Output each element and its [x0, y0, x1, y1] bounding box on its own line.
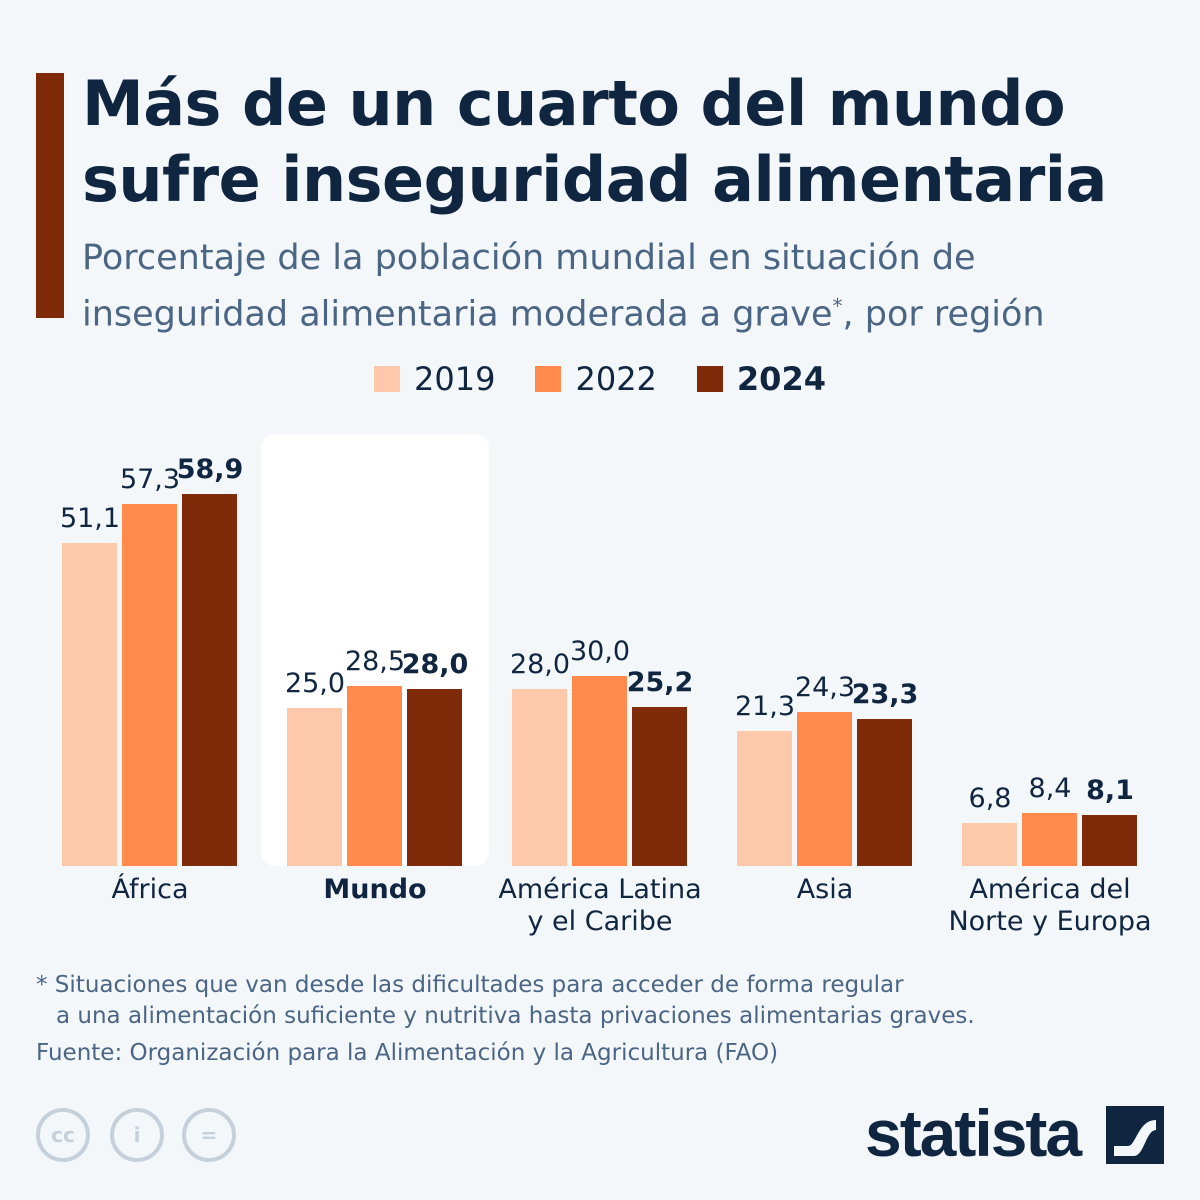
bar: [572, 676, 627, 866]
data-label: 24,3: [794, 672, 856, 704]
footnote-line: * Situaciones que van desde las dificult…: [36, 972, 904, 998]
title-line: Más de un cuarto del mundo: [82, 67, 1066, 140]
legend-swatch: [696, 366, 723, 392]
bar: [122, 503, 177, 866]
category-label: Asia: [796, 874, 854, 905]
bar: [62, 543, 117, 866]
bar: [1022, 812, 1077, 866]
bar: [962, 823, 1017, 866]
legend-item: 2019: [374, 360, 495, 398]
bar: [182, 493, 237, 866]
bar: [512, 689, 567, 866]
data-label: 6,8: [968, 783, 1012, 815]
bar: [737, 731, 792, 866]
footnote-marker: *: [832, 294, 843, 318]
data-label: 23,3: [851, 678, 919, 710]
subtitle-line: inseguridad alimentaria moderada a grave…: [82, 282, 1045, 339]
legend-label: 2024: [736, 360, 826, 398]
statista-logo: statista: [865, 1096, 1082, 1170]
nd-icon: =: [182, 1108, 236, 1162]
source: Fuente: Organización para la Alimentació…: [36, 1040, 779, 1066]
data-label: 28,5: [344, 645, 406, 677]
data-label: 28,0: [401, 649, 469, 681]
subtitle: Porcentaje de la población mundial en si…: [82, 234, 1045, 339]
subtitle-text: , por región: [842, 294, 1045, 335]
legend-item: 2022: [535, 360, 657, 398]
category-label: América del Norte y Europa: [948, 874, 1152, 937]
bar: [347, 685, 402, 866]
title: Más de un cuarto del mundo sufre inseguri…: [82, 66, 1107, 218]
data-label: 21,3: [734, 691, 796, 723]
data-label: 58,9: [176, 453, 244, 485]
bar: [1082, 814, 1137, 866]
data-label: 57,3: [119, 463, 181, 495]
category-label: África: [111, 874, 189, 905]
footnote-line: a una alimentación suficiente y nutritiv…: [56, 1003, 975, 1029]
legend-swatch: [374, 366, 401, 392]
bar: [287, 708, 342, 866]
footnote: * Situaciones que van desde las dificult…: [36, 970, 975, 1032]
data-label: 8,4: [1028, 772, 1072, 804]
cc-icon: cc: [36, 1108, 90, 1162]
legend-swatch: [535, 366, 562, 392]
bar: [857, 718, 912, 866]
statista-logo-mark-icon: [1106, 1106, 1164, 1164]
legend: 2019 2022 2024: [0, 360, 1200, 398]
bar: [407, 689, 462, 866]
legend-item: 2024: [696, 360, 826, 398]
category-label: Mundo: [323, 874, 427, 905]
accent-bar: [36, 73, 64, 318]
data-label: 30,0: [569, 636, 631, 668]
by-icon: i: [110, 1108, 164, 1162]
legend-label: 2019: [414, 360, 496, 398]
bar: [632, 706, 687, 866]
legend-label: 2022: [575, 360, 657, 398]
subtitle-text: inseguridad alimentaria moderada a grave: [82, 294, 833, 335]
data-label: 25,0: [284, 668, 346, 699]
bar: [797, 712, 852, 866]
data-label: 28,0: [509, 649, 571, 681]
title-line: sufre inseguridad alimentaria: [82, 143, 1107, 216]
data-label: 8,1: [1086, 774, 1134, 806]
subtitle-line: Porcentaje de la población mundial en si…: [82, 238, 976, 278]
category-label: América Latina y el Caribe: [498, 874, 702, 937]
data-label: 25,2: [626, 666, 694, 698]
data-label: 51,1: [59, 503, 121, 535]
